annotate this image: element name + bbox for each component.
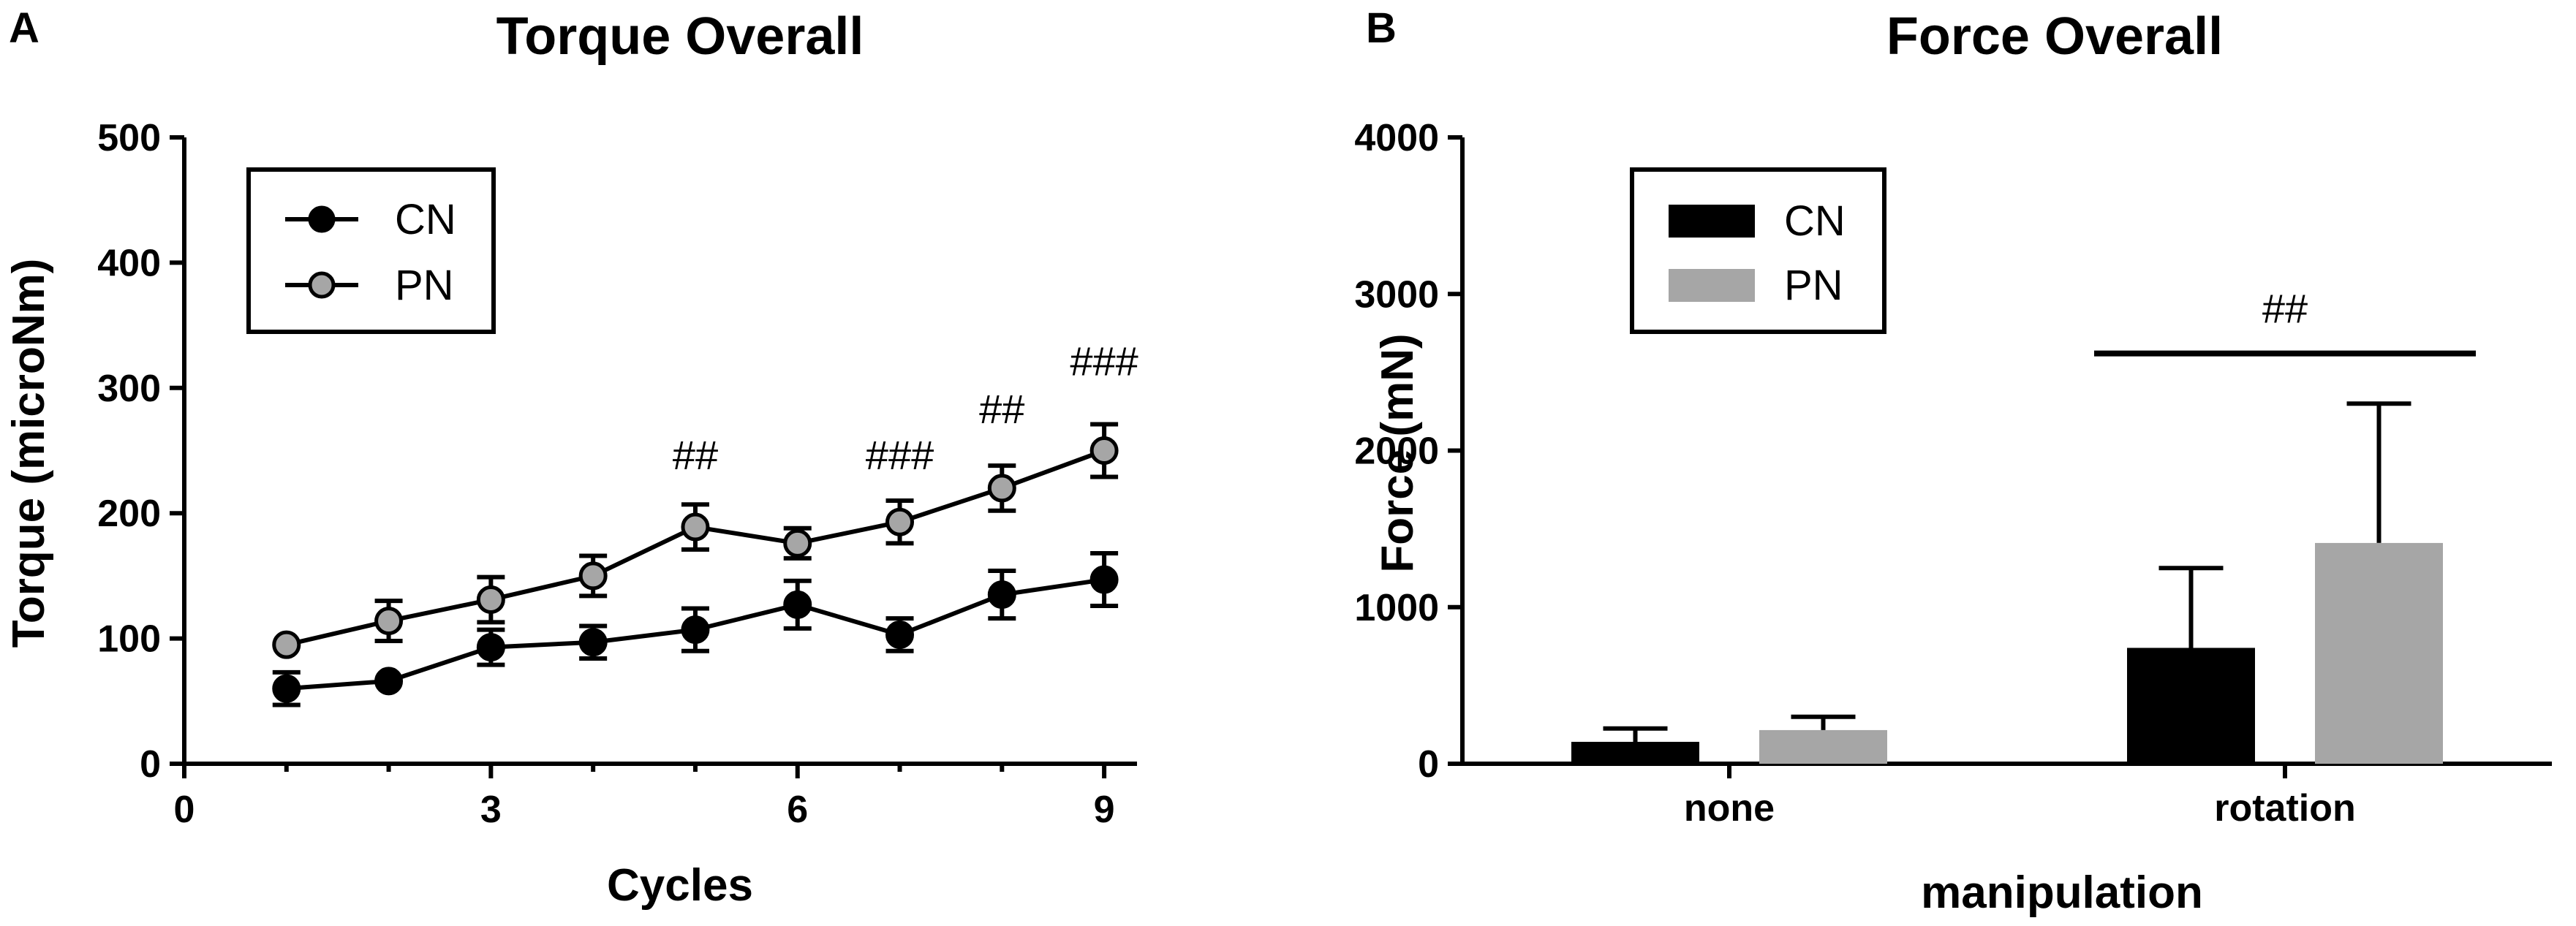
panel-b-y-tick-label: 1000 (1354, 587, 1439, 629)
panel-a-y-tick-label: 100 (97, 618, 161, 661)
series-pn-point (578, 561, 608, 591)
series-pn-point (1089, 436, 1119, 465)
panel-a-axes (170, 135, 1137, 778)
series-pn-point (987, 474, 1016, 503)
series-cn-point (374, 667, 404, 696)
panel-a-y-tick-label: 500 (97, 117, 161, 159)
panel-b-y-tick-label: 3000 (1354, 273, 1439, 316)
panel-a-letter: A (9, 4, 39, 52)
panel-b-letter: B (1366, 4, 1397, 52)
bar-cn-rotation (2127, 648, 2255, 764)
panel-a-legend-box (246, 167, 496, 334)
panel-b: B Force Overall Force (mN) manipulation … (1354, 4, 2552, 918)
series-cn-point (1089, 565, 1119, 594)
panel-a: A Torque Overall Torque (microNm) Cycles… (4, 4, 1138, 911)
panel-b-y-tick-label: 4000 (1354, 117, 1439, 159)
series-cn-point (578, 628, 608, 657)
panel-b-legend-box (1630, 167, 1886, 334)
panel-a-y-tick-label: 300 (97, 368, 161, 410)
panel-b-y-tick-label: 2000 (1354, 430, 1439, 473)
panel-b-x-axis-title: manipulation (1921, 868, 2203, 918)
series-cn-point (885, 620, 915, 649)
panel-b-significance: ## (2094, 286, 2476, 357)
series-cn-point (783, 590, 812, 619)
significance-marker: ## (673, 432, 718, 478)
panel-a-title: Torque Overall (496, 7, 864, 66)
panel-b-x-tick-labels: none rotation (1684, 787, 2356, 830)
significance-marker: ### (1070, 338, 1138, 384)
panel-a-y-tick-label: 400 (97, 242, 161, 284)
series-cn-point (987, 580, 1016, 610)
panel-b-x-tick-label: rotation (2214, 787, 2356, 830)
panel-a-y-tick-labels: 0 100 200 300 400 500 (97, 117, 161, 786)
series-pn-point (783, 528, 812, 558)
panel-a-series (272, 422, 1119, 707)
legend-a-pn-marker (308, 271, 336, 299)
legend-b-cn-swatch (1669, 205, 1755, 238)
legend-a-pn-label: PN (395, 262, 454, 309)
legend-b-pn-label: PN (1784, 262, 1843, 309)
significance-marker: ## (2262, 286, 2308, 332)
panel-a-annotations: ## ######## (673, 338, 1138, 479)
bar-pn-none (1759, 729, 1887, 764)
panel-b-y-tick-labels: 0 1000 2000 3000 4000 (1354, 117, 1439, 786)
panel-b-y-axis-title: Force (mN) (1372, 333, 1423, 572)
legend-a-cn-label: CN (395, 196, 456, 243)
series-pn-point (272, 630, 301, 659)
panel-a-x-tick-label: 6 (787, 789, 808, 831)
panel-a-x-tick-label: 0 (174, 789, 195, 831)
series-pn-point (374, 607, 404, 636)
panel-b-legend: CN PN (1630, 167, 1886, 334)
series-cn-point (476, 633, 505, 662)
legend-b-pn-swatch (1669, 269, 1755, 302)
panel-b-x-tick-label: none (1684, 787, 1775, 830)
panel-b-y-tick-label: 0 (1418, 743, 1439, 786)
panel-b-title: Force Overall (1886, 7, 2223, 66)
panel-a-legend: CN PN (246, 167, 496, 334)
panel-a-x-tick-label: 3 (480, 789, 502, 831)
significance-marker: ### (866, 432, 934, 478)
bar-cn-none (1571, 742, 1699, 764)
series-cn-point (681, 615, 710, 645)
series-cn-point (272, 674, 301, 703)
significance-marker: ## (979, 386, 1024, 432)
panel-a-x-tick-label: 9 (1094, 789, 1115, 831)
panel-a-x-axis-title: Cycles (607, 860, 753, 911)
legend-b-cn-label: CN (1784, 197, 1846, 245)
bar-pn-rotation (2315, 542, 2443, 764)
panel-a-x-tick-labels: 0 3 6 9 (174, 789, 1115, 831)
panel-a-y-tick-label: 0 (140, 743, 161, 786)
legend-a-cn-marker (308, 205, 336, 233)
series-pn-point (885, 507, 915, 536)
panel-b-bars (1571, 401, 2443, 764)
panel-a-y-tick-label: 200 (97, 493, 161, 535)
series-pn-point (476, 585, 505, 614)
panel-a-y-axis-title: Torque (microNm) (4, 259, 54, 648)
series-pn-point (681, 512, 710, 542)
